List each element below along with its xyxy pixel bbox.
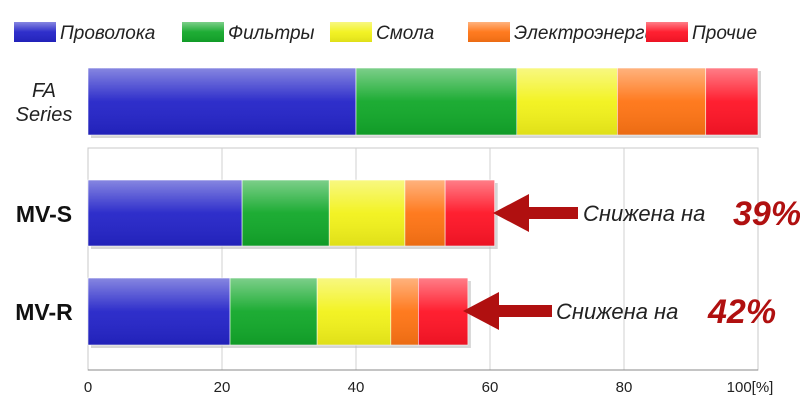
bar-segment-shine (329, 180, 405, 246)
bar-segment-shine (88, 278, 231, 345)
annotations: Снижена на 39% Снижена на 42% (463, 194, 800, 331)
bar-segment-shine (404, 180, 446, 246)
legend-swatch-shine (330, 22, 372, 42)
category-label: Series (16, 104, 73, 126)
bar-segment-shine (317, 278, 391, 345)
x-axis-ticks: 0 20 40 60 80 100[%] (84, 379, 774, 396)
bar-segment-shine (418, 278, 468, 345)
legend: Проволока Фильтры Смола Электроэнергия Прочи… (14, 22, 757, 44)
legend-swatch-shine (14, 22, 56, 42)
legend-label: Проволока (60, 23, 155, 44)
bar-segment-shine (88, 68, 356, 135)
x-tick-label: 20 (214, 379, 231, 396)
annotation-value: 39% (733, 195, 800, 233)
bar-segment-shine (88, 180, 243, 246)
annotation-text: Снижена на (556, 299, 678, 324)
bar-segment-shine (230, 278, 318, 345)
annotation-text: Снижена на (583, 201, 705, 226)
legend-swatch-shine (182, 22, 224, 42)
bar-segment-shine (516, 68, 618, 135)
x-tick-label: 80 (616, 379, 633, 396)
legend-label: Смола (376, 23, 434, 44)
category-label: MV-S (16, 201, 72, 227)
category-label: MV-R (15, 299, 73, 325)
x-tick-label: 0 (84, 379, 92, 396)
arrow-icon (493, 194, 578, 232)
x-tick-label: 40 (348, 379, 365, 396)
x-tick-label: 100[%] (727, 379, 774, 396)
arrow-icon (463, 292, 552, 330)
bar-segment-shine (617, 68, 706, 135)
x-tick-label: 60 (482, 379, 499, 396)
bar-segment-shine (445, 180, 495, 246)
bar-segment-shine (242, 180, 330, 246)
legend-label: Электроэнергия (514, 23, 665, 44)
legend-swatch-shine (468, 22, 510, 42)
annotation-value: 42% (707, 293, 776, 331)
bars (87, 67, 761, 348)
legend-label: Фильтры (228, 23, 315, 44)
bar-segment-shine (356, 68, 517, 135)
legend-swatch-shine (646, 22, 688, 42)
bar-segment-shine (390, 278, 419, 345)
category-label: FA (32, 80, 56, 102)
bar-segment-shine (705, 68, 758, 135)
legend-label: Прочие (692, 23, 757, 44)
